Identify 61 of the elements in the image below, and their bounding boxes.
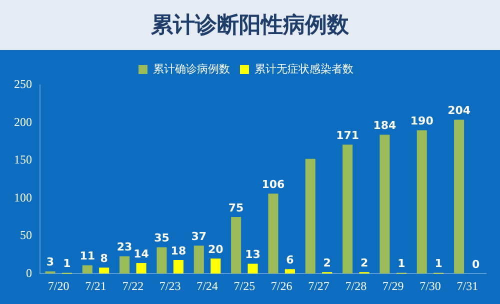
x-tick-label: 7/27 (308, 278, 330, 293)
data-label: 75 (228, 201, 244, 214)
bar (380, 134, 390, 274)
bar (305, 158, 316, 274)
data-label: 171 (336, 128, 360, 142)
bar (120, 256, 130, 274)
x-tick-label: 7/24 (196, 278, 218, 293)
legend-label: 累计确诊病例数 (153, 62, 230, 76)
y-tick-label: 50 (20, 228, 32, 242)
data-label: 37 (191, 230, 207, 244)
data-label: 2 (323, 256, 331, 270)
data-label: 18 (170, 244, 186, 258)
data-label: 8 (100, 252, 108, 265)
data-label: 20 (208, 242, 224, 256)
data-label: 6 (286, 253, 294, 266)
bar (136, 263, 146, 274)
y-tick-label: 200 (14, 114, 32, 129)
y-tick-label: 100 (14, 190, 32, 204)
bar (284, 269, 295, 274)
y-tick-label: 150 (14, 152, 32, 167)
data-label: 1 (63, 257, 71, 270)
data-label: 1 (434, 257, 442, 270)
data-label: 204 (448, 104, 471, 118)
x-tick-label: 7/25 (234, 278, 256, 293)
data-label: 35 (154, 232, 170, 245)
data-label: 2 (360, 256, 368, 270)
bar (342, 144, 353, 274)
x-tick-label: 7/28 (345, 278, 367, 293)
x-tick-label: 7/21 (85, 278, 106, 293)
bar (99, 268, 110, 274)
data-label: 3 (46, 256, 54, 269)
x-tick-label: 7/31 (456, 278, 478, 293)
x-tick-label: 7/22 (122, 278, 144, 293)
bar (231, 217, 242, 274)
data-label: 0 (472, 258, 480, 271)
data-label: 23 (116, 240, 132, 254)
y-tick-label: 250 (14, 77, 32, 92)
bar (194, 246, 204, 274)
x-tick-label: 7/29 (382, 278, 404, 293)
bar (416, 130, 427, 274)
data-label: 14 (134, 247, 150, 260)
bar (248, 264, 258, 274)
data-label: 11 (80, 250, 96, 263)
data-label: 13 (245, 248, 260, 262)
legend-label: 累计无症状感染者数 (254, 62, 354, 76)
bar (268, 194, 278, 274)
x-tick-label: 7/23 (159, 278, 181, 293)
bar (173, 260, 184, 274)
bar (454, 120, 464, 274)
data-label: 184 (373, 119, 397, 132)
x-tick-label: 7/26 (270, 278, 292, 293)
x-tick-label: 7/20 (48, 278, 70, 293)
data-label: 1 (398, 257, 406, 270)
chart-title: 累计诊断阳性病例数 (151, 12, 349, 40)
bar (156, 247, 167, 274)
data-label: 190 (410, 114, 434, 128)
bar (210, 258, 221, 274)
data-label: 106 (262, 178, 286, 191)
bar (82, 265, 92, 274)
y-tick-label: 0 (26, 266, 32, 280)
x-tick-label: 7/30 (420, 278, 441, 293)
